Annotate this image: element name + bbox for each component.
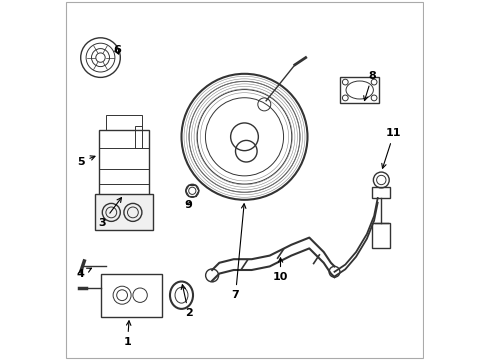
Text: 4: 4 [77,268,91,279]
Bar [95,194,152,230]
Text: 3: 3 [98,198,121,228]
Bar [101,274,162,317]
Bar [134,126,142,148]
Bar [106,115,142,130]
Text: 11: 11 [381,128,401,168]
Text: 10: 10 [272,258,287,282]
Text: 9: 9 [184,200,192,210]
Bar [339,77,379,103]
Text: 7: 7 [231,204,245,300]
Bar [99,130,149,198]
Text: 2: 2 [181,285,192,318]
Text: 6: 6 [113,45,121,55]
Bar [371,223,389,248]
Text: 8: 8 [363,71,375,100]
Text: 1: 1 [123,321,131,347]
Text: 5: 5 [77,156,95,167]
Bar [371,187,389,198]
